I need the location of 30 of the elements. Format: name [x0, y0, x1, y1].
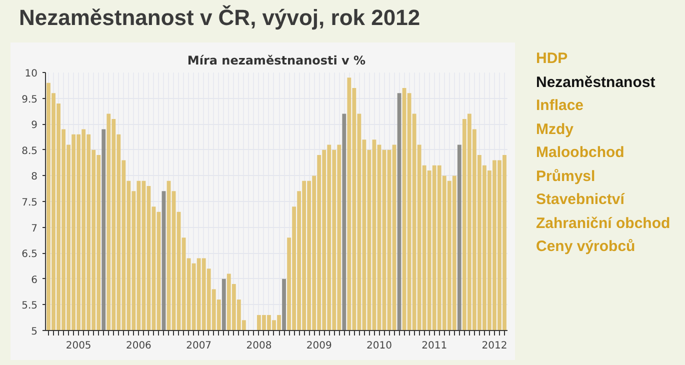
text: HDP — [536, 49, 569, 69]
y-tick-label: 6.5 — [22, 249, 38, 260]
text: Průmysl — [536, 166, 596, 186]
chart-title: Nezaměstnanost v ČR, vývoj, rok 2012 — [18, 5, 420, 31]
x-tick-label: 2008 — [246, 340, 272, 352]
x-tick-label: 2011 — [422, 340, 448, 352]
chart-subtitle: Míra nezaměstnanosti v % — [187, 54, 366, 68]
y-tick-label: 9.5 — [22, 94, 38, 106]
y-tick-label: 6 — [31, 274, 38, 286]
x-tick-label: 2010 — [366, 340, 392, 352]
x-tick-label: 2007 — [186, 340, 212, 352]
x-tick-label: 2005 — [66, 340, 92, 352]
text: Ceny výrobců — [536, 237, 636, 257]
text: Maloobchod — [536, 143, 626, 163]
text: Nezaměstnanost — [536, 72, 656, 92]
x-tick-label: 2006 — [126, 340, 152, 352]
y-tick-label: 5.5 — [22, 300, 38, 312]
text: Mzdy — [536, 120, 574, 140]
y-tick-label: 5 — [31, 326, 38, 338]
y-tick-label: 9 — [31, 120, 38, 132]
y-tick-label: 7 — [31, 223, 38, 234]
y-tick-label: 10 — [24, 68, 38, 80]
text: Stavebnictví — [536, 190, 626, 210]
y-tick-label: 8.5 — [22, 146, 38, 157]
text: Inflace — [536, 96, 585, 116]
x-tick-label: 2012 — [482, 340, 508, 352]
x-tick-label: 2009 — [306, 340, 332, 352]
text: Zahraniční obchod — [536, 214, 670, 234]
y-tick-label: 7.5 — [22, 198, 38, 208]
y-tick-label: 8 — [31, 172, 38, 183]
